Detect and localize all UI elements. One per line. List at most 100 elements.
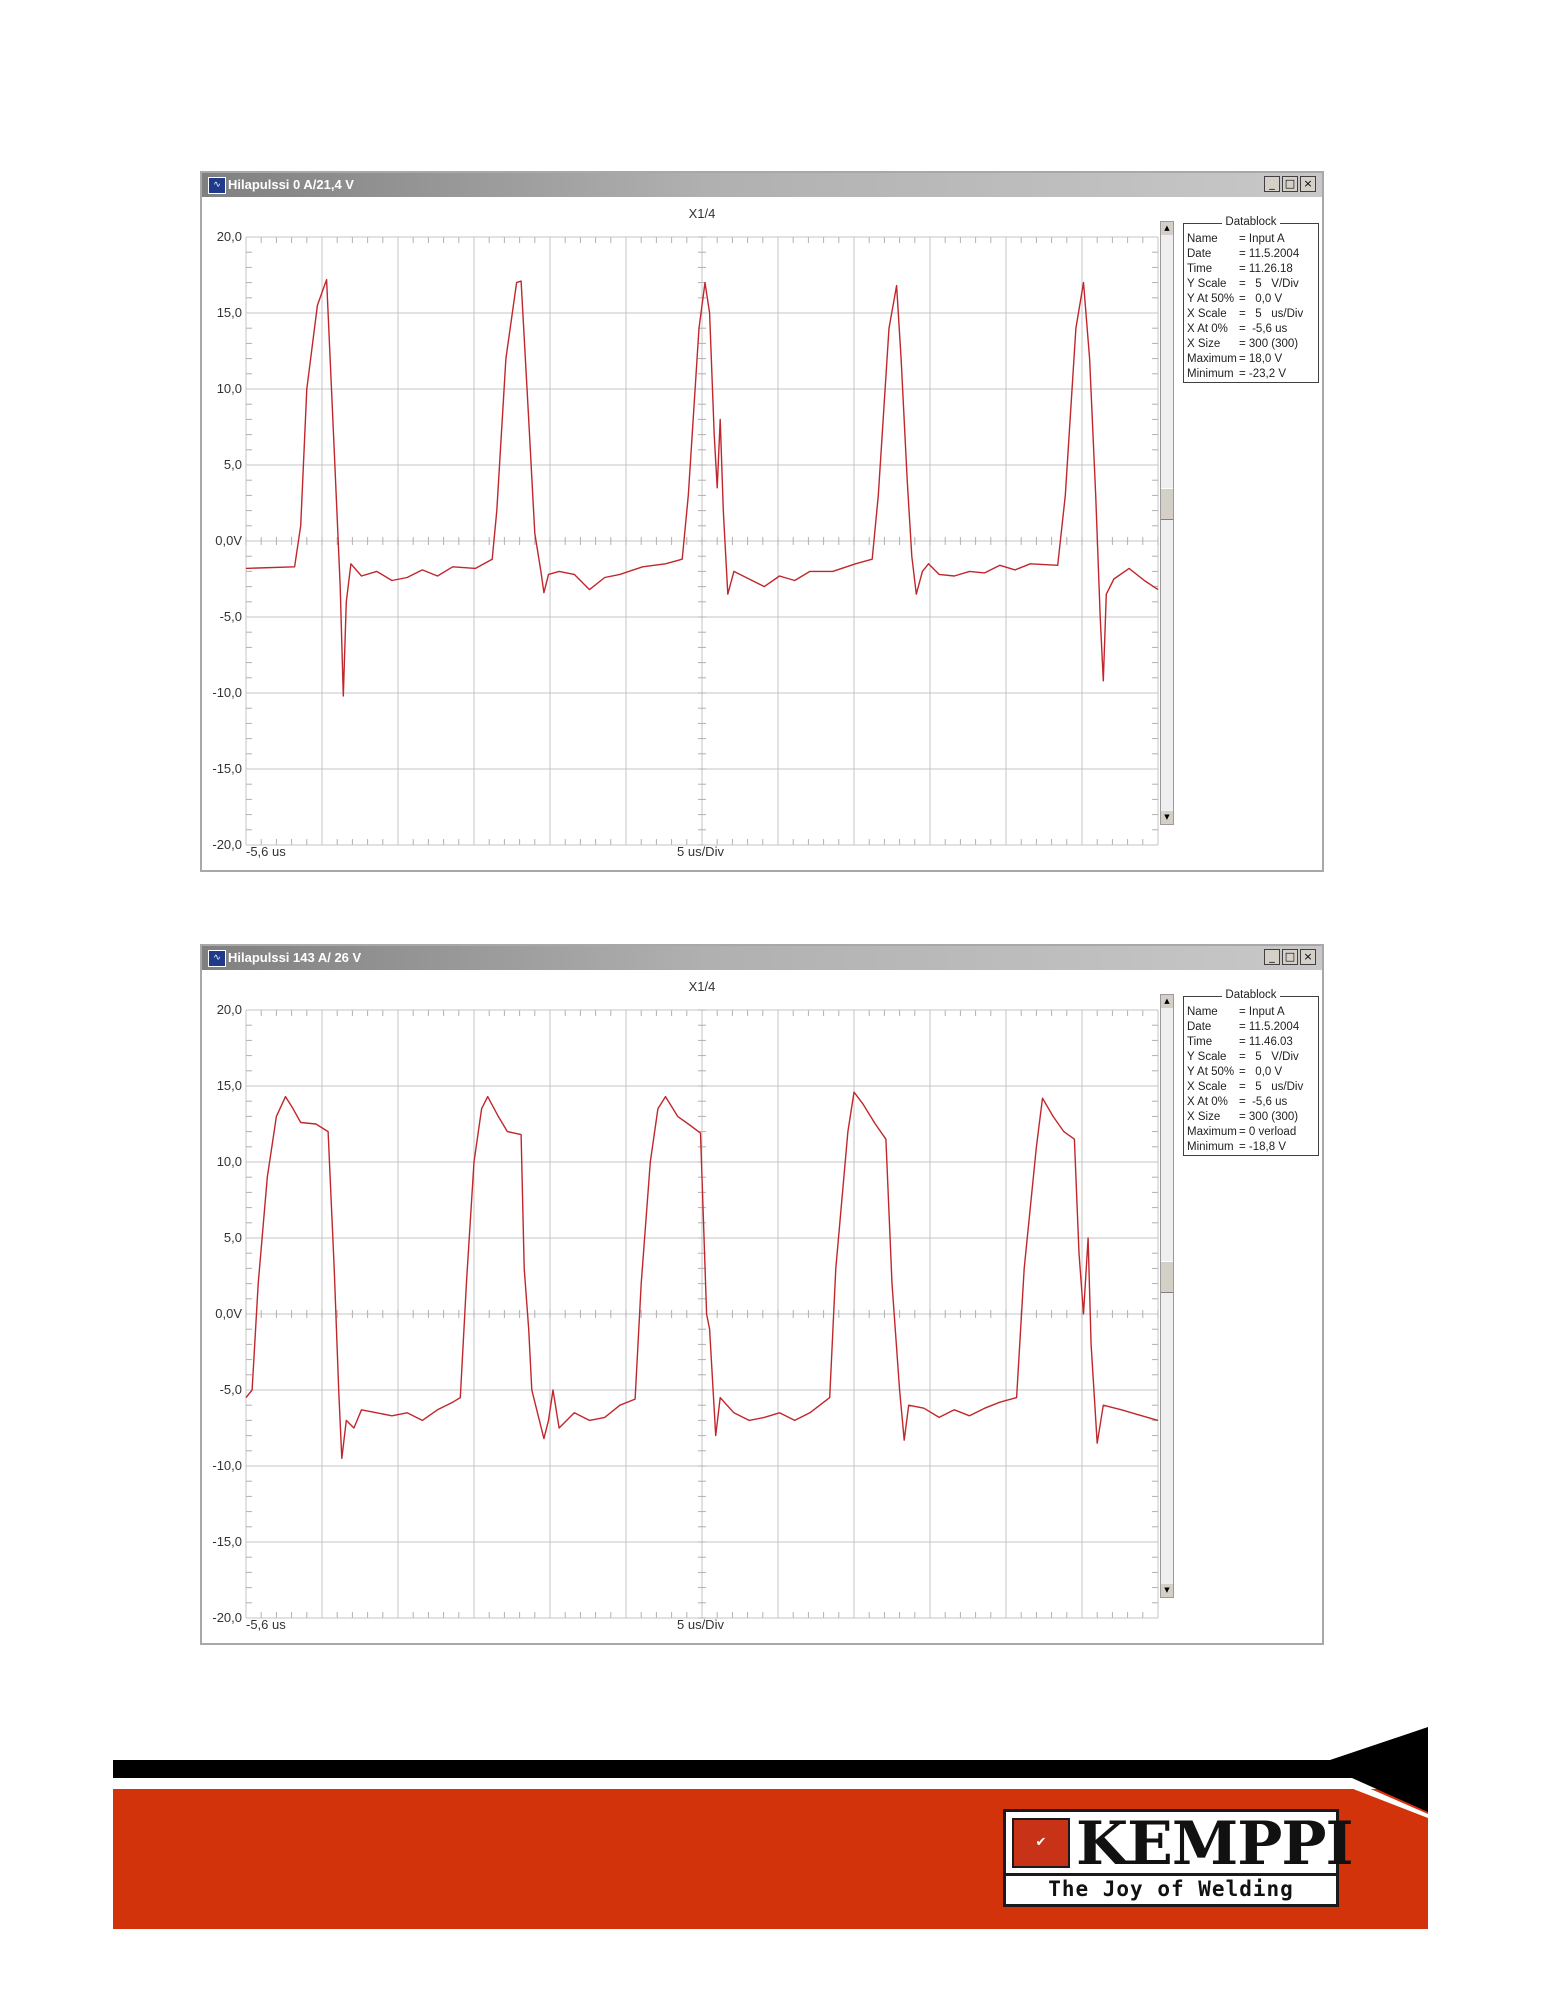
datablock-key: Time — [1187, 1036, 1213, 1048]
datablock-key: X Size — [1187, 1111, 1221, 1123]
y-tick-label: 15,0 — [217, 1078, 242, 1093]
datablock-value: = 5 V/Div — [1239, 1051, 1299, 1063]
y-tick-label: -20,0 — [212, 1610, 242, 1625]
y-tick-label: 0,0V — [215, 1306, 242, 1321]
datablock-title: Datablock — [1222, 216, 1280, 228]
logo-tagline: The Joy of Welding — [1006, 1873, 1336, 1904]
datablock-value: = -23,2 V — [1239, 368, 1286, 380]
datablock-value: = 300 (300) — [1239, 1111, 1299, 1123]
maximize-button[interactable]: □ — [1282, 949, 1298, 965]
oscilloscope-icon: ∿ — [208, 950, 226, 967]
y-tick-label: 5,0 — [224, 457, 242, 472]
datablock-value: = 18,0 V — [1239, 353, 1283, 365]
oscilloscope-icon: ∿ — [208, 177, 226, 194]
datablock-value: = 5 us/Div — [1239, 308, 1304, 320]
window-titlebar[interactable]: ∿ Hilapulssi 0 A/21,4 V _ □ × — [202, 173, 1322, 197]
x-scale-label: 5 us/Div — [677, 1617, 724, 1632]
datablock-value: = Input A — [1239, 233, 1285, 245]
voltage-trace — [245, 278, 1159, 697]
plot-series — [245, 1091, 1159, 1460]
datablock-value: = 0 verload — [1239, 1126, 1297, 1138]
y-tick-label: -15,0 — [212, 761, 242, 776]
datablock-value: = 11.5.2004 — [1239, 1021, 1300, 1033]
datablock-panel: Datablock Name = Input A Date = 11.5.2004 … — [1183, 989, 1319, 1156]
minimize-button[interactable]: _ — [1264, 949, 1280, 965]
y-tick-label: 20,0 — [217, 1002, 242, 1017]
plot-grid — [245, 236, 1159, 846]
plot-header: X1/4 — [689, 206, 716, 221]
y-tick-label: -15,0 — [212, 1534, 242, 1549]
logo-brand-name: KEMPPI — [1076, 1809, 1354, 1879]
y-tick-label: 15,0 — [217, 305, 242, 320]
voltage-plot-1: X1/4 20,0 15,0 10,0 5,0 0,0V -5,0 -10,0 -15,0 -2… — [212, 206, 1159, 859]
datablock-value: = 11.5.2004 — [1239, 248, 1300, 260]
datablock-value: = 300 (300) — [1239, 338, 1299, 350]
datablock-key: X At 0% — [1187, 323, 1228, 335]
scroll-thumb[interactable] — [1161, 488, 1173, 520]
datablock-key: Name — [1187, 1006, 1218, 1018]
datablock-key: Y At 50% — [1187, 293, 1235, 305]
kemppi-logo: ✔ KEMPPI The Joy of Welding — [1003, 1809, 1354, 1907]
y-axis-ticks: 20,0 15,0 10,0 5,0 0,0V -5,0 -10,0 -15,0 -20,0 — [212, 229, 242, 852]
scroll-up-arrow-icon[interactable]: ▲ — [1161, 222, 1173, 235]
x-scale-label: 5 us/Div — [677, 844, 724, 859]
datablock-key: Y At 50% — [1187, 1066, 1235, 1078]
y-tick-label: 5,0 — [224, 1230, 242, 1245]
plot-header: X1/4 — [689, 979, 716, 994]
y-tick-label: -10,0 — [212, 1458, 242, 1473]
maximize-button[interactable]: □ — [1282, 176, 1298, 192]
datablock-value: = 5 us/Div — [1239, 1081, 1304, 1093]
scope-window-2: ∿ Hilapulssi 143 A/ 26 V _ □ × X1/4 20,0… — [200, 944, 1324, 1645]
scroll-down-arrow-icon[interactable]: ▼ — [1161, 1584, 1173, 1597]
datablock-panel: Datablock Name = Input A Date = 11.5.2004 … — [1183, 216, 1319, 383]
datablock-key: Name — [1187, 233, 1218, 245]
datablock-key: X Scale — [1187, 308, 1227, 320]
scope-window-1: ∿ Hilapulssi 0 A/21,4 V _ □ × X1/4 20,0 1… — [200, 171, 1324, 872]
datablock-value: = 11.46.03 — [1239, 1036, 1293, 1048]
datablock-key: Date — [1187, 1021, 1212, 1033]
window-title: Hilapulssi 143 A/ 26 V — [228, 950, 362, 965]
y-tick-label: -5,0 — [220, 1382, 242, 1397]
y-tick-label: -20,0 — [212, 837, 242, 852]
datablock-key: X Scale — [1187, 1081, 1227, 1093]
datablock-key: Maximum — [1187, 353, 1237, 365]
datablock-key: Y Scale — [1187, 1051, 1227, 1063]
datablock-value: = -18,8 V — [1239, 1141, 1286, 1153]
y-axis-ticks: 20,0 15,0 10,0 5,0 0,0V -5,0 -10,0 -15,0 -20,0 — [212, 1002, 242, 1625]
vertical-scrollbar[interactable]: ▲ ▼ — [1160, 994, 1174, 1598]
datablock-key: Y Scale — [1187, 278, 1227, 290]
plot-series — [245, 278, 1159, 697]
datablock-title: Datablock — [1222, 989, 1280, 1001]
close-button[interactable]: × — [1300, 949, 1316, 965]
datablock-value: = 5 V/Div — [1239, 278, 1299, 290]
datablock-value: = 11.26.18 — [1239, 263, 1293, 275]
datablock-key: Minimum — [1187, 1141, 1234, 1153]
datablock-value: = 0,0 V — [1239, 1066, 1283, 1078]
vertical-scrollbar[interactable]: ▲ ▼ — [1160, 221, 1174, 825]
y-tick-label: 10,0 — [217, 1154, 242, 1169]
close-button[interactable]: × — [1300, 176, 1316, 192]
scroll-thumb[interactable] — [1161, 1261, 1173, 1293]
datablock-key: X At 0% — [1187, 1096, 1228, 1108]
x-origin-label: -5,6 us — [246, 1617, 286, 1632]
scroll-down-arrow-icon[interactable]: ▼ — [1161, 811, 1173, 824]
y-tick-label: 10,0 — [217, 381, 242, 396]
window-title: Hilapulssi 0 A/21,4 V — [228, 177, 354, 192]
datablock-value: = 0,0 V — [1239, 293, 1283, 305]
datablock-key: Maximum — [1187, 1126, 1237, 1138]
datablock-key: Date — [1187, 248, 1212, 260]
kemppi-emblem-icon: ✔ — [1012, 1818, 1070, 1868]
voltage-plot-2: X1/4 20,0 15,0 10,0 5,0 0,0V -5,0 -10,0 -15,0 -2… — [212, 979, 1159, 1632]
datablock-value: = Input A — [1239, 1006, 1285, 1018]
minimize-button[interactable]: _ — [1264, 176, 1280, 192]
y-tick-label: 20,0 — [217, 229, 242, 244]
x-origin-label: -5,6 us — [246, 844, 286, 859]
window-titlebar[interactable]: ∿ Hilapulssi 143 A/ 26 V _ □ × — [202, 946, 1322, 970]
y-tick-label: -10,0 — [212, 685, 242, 700]
datablock-key: Minimum — [1187, 368, 1234, 380]
y-tick-label: -5,0 — [220, 609, 242, 624]
scroll-up-arrow-icon[interactable]: ▲ — [1161, 995, 1173, 1008]
datablock-key: X Size — [1187, 338, 1221, 350]
voltage-trace — [245, 1091, 1159, 1460]
